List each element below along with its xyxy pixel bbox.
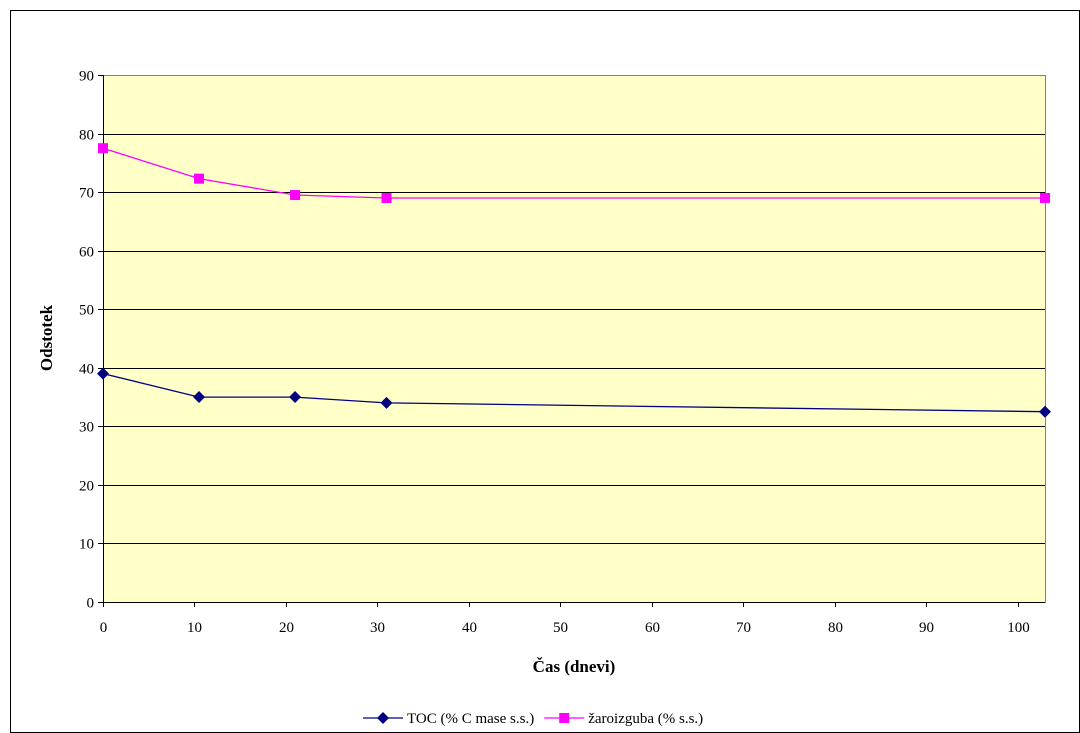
y-tick-label-0: 0 xyxy=(87,596,95,612)
legend-label-2: žaroizguba (% s.s.) xyxy=(588,711,703,727)
x-axis-ticks: 0 10 20 30 40 50 60 70 80 90 100 xyxy=(100,602,1030,636)
series-2-point-3 xyxy=(290,190,301,201)
x-tick-label-50: 50 xyxy=(553,620,568,636)
y-tick-label-80: 80 xyxy=(79,128,94,144)
series-1-point-4 xyxy=(380,396,393,409)
x-tick-label-10: 10 xyxy=(187,620,202,636)
x-tick-label-70: 70 xyxy=(736,620,751,636)
x-tick-label-90: 90 xyxy=(919,620,934,636)
x-tick-label-20: 20 xyxy=(279,620,294,636)
y-axis-title: Odstotek xyxy=(37,304,56,371)
y-tick-label-50: 50 xyxy=(79,303,94,319)
series-2-point-5 xyxy=(1040,192,1050,203)
x-tick-label-80: 80 xyxy=(828,620,843,636)
series-2-point-4 xyxy=(381,192,392,203)
y-axis-ticks: 0 10 20 30 40 50 60 70 80 90 xyxy=(79,69,103,612)
x-tick-label-60: 60 xyxy=(645,620,660,636)
series-2 xyxy=(98,143,1050,203)
series-1-point-1 xyxy=(97,367,109,380)
x-tick-label-100: 100 xyxy=(1007,620,1030,636)
y-tick-label-20: 20 xyxy=(79,479,94,495)
series-1-point-2 xyxy=(193,391,206,404)
axes xyxy=(103,75,1046,603)
legend-marker-2 xyxy=(559,713,570,723)
legend-marker-1 xyxy=(377,712,389,724)
x-tick-label-30: 30 xyxy=(370,620,385,636)
y-tick-label-40: 40 xyxy=(79,362,94,378)
series-layer xyxy=(97,143,1051,418)
x-tick-label-40: 40 xyxy=(462,620,477,636)
y-tick-label-30: 30 xyxy=(79,420,94,436)
series-2-point-2 xyxy=(194,173,205,184)
plot-area xyxy=(103,75,1045,602)
series-1-point-3 xyxy=(289,391,302,404)
series-1-point-5 xyxy=(1039,405,1051,418)
series-1 xyxy=(97,367,1051,418)
legend-label-1: TOC (% C mase s.s.) xyxy=(407,711,534,727)
series-2-point-1 xyxy=(98,143,108,154)
x-tick-label-0: 0 xyxy=(100,620,108,636)
y-tick-label-90: 90 xyxy=(79,69,94,85)
y-tick-label-10: 10 xyxy=(79,537,94,553)
y-tick-label-60: 60 xyxy=(79,245,94,261)
y-tick-label-70: 70 xyxy=(79,186,94,202)
legend: TOC (% C mase s.s.) žaroizguba (% s.s.) xyxy=(363,711,703,727)
x-axis-title: Čas (dnevi) xyxy=(533,657,616,676)
